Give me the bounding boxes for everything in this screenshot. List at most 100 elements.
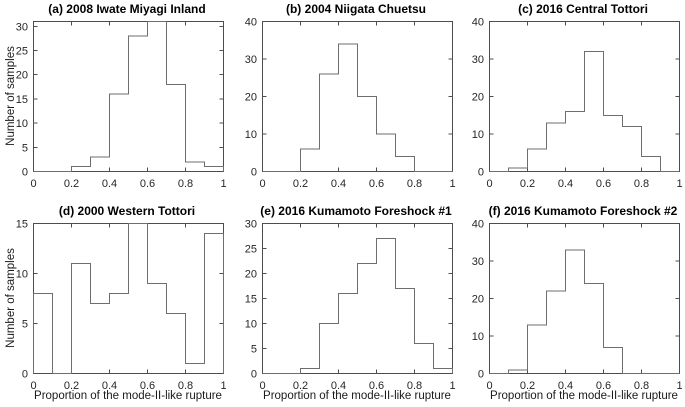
histogram-outline-d (33, 223, 224, 374)
axis-box-a (33, 21, 224, 172)
axis-box-f (489, 223, 680, 374)
y-tick-label: 10 (245, 319, 257, 331)
y-tick-label: 15 (16, 219, 28, 231)
y-tick-label: 30 (472, 256, 484, 268)
y-tick-label: 10 (472, 331, 484, 343)
subplot-b-title: (b) 2004 Niigata Chuetsu (285, 2, 427, 16)
histogram-outline-c (489, 51, 680, 172)
y-tick-label: 10 (16, 118, 28, 130)
x-axis-label-e: Proportion of the mode-II-like rupture (263, 390, 451, 402)
subplot-a: (a) 2008 Iwate Miyagi Inland 0 0.2 0.4 0.6 0… (0, 2, 242, 214)
histogram-outline-e (262, 238, 453, 374)
y-tick-label: 25 (16, 46, 28, 58)
x-tick-label: 0 (259, 178, 265, 190)
y-axis-label-row2: Number of samples (5, 248, 17, 348)
subplot-b: (b) 2004 Niigata Chuetsu 0 0.2 0.4 0.6 0.8 1 0… (229, 2, 471, 214)
x-tick-label: 0.2 (520, 380, 535, 392)
y-tick-label: 5 (251, 344, 257, 356)
y-tick-label: 40 (472, 219, 484, 231)
y-tick-label: 15 (245, 294, 257, 306)
x-tick-label: 0 (486, 178, 492, 190)
y-tick-label: 30 (245, 219, 257, 231)
subplot-f: (f) 2016 Kumamoto Foreshock #2 0 0.2 0.4 0.… (456, 204, 685, 407)
x-tick-label: 0.4 (558, 178, 573, 190)
y-tick-label: 0 (251, 369, 257, 381)
subplot-d-title: (d) 2000 Western Tottori (58, 204, 196, 218)
x-tick-label: 0.6 (596, 380, 611, 392)
subplot-c-title: (c) 2016 Central Tottori (518, 2, 648, 16)
x-tick-label: 0.6 (596, 178, 611, 190)
x-tick-label: 0.8 (634, 178, 649, 190)
subplot-d: (d) 2000 Western Tottori 0 0.2 0.4 0.6 0.8 1 0… (0, 204, 242, 407)
y-tick-label: 0 (22, 167, 28, 179)
x-tick-label: 0.8 (407, 178, 422, 190)
x-tick-label: 0.4 (102, 178, 117, 190)
y-tick-label: 30 (472, 54, 484, 66)
y-tick-label: 10 (472, 129, 484, 141)
y-tick-label: 25 (245, 244, 257, 256)
x-tick-label: 1 (449, 380, 455, 392)
x-tick-label: 0.4 (558, 380, 573, 392)
subplot-a-title: (a) 2008 Iwate Miyagi Inland (48, 2, 206, 16)
x-tick-label: 0 (259, 380, 265, 392)
x-tick-label: 0.6 (140, 380, 155, 392)
y-tick-label: 0 (251, 167, 257, 179)
x-tick-label: 0.2 (520, 178, 535, 190)
x-tick-label: 0.2 (64, 380, 79, 392)
y-tick-label: 0 (22, 369, 28, 381)
y-tick-label: 20 (16, 70, 28, 82)
y-tick-label: 10 (16, 269, 28, 281)
histogram-outline-f (489, 249, 680, 374)
x-tick-label: 0.4 (331, 380, 346, 392)
histogram-outline-b (262, 43, 453, 172)
x-tick-label: 0.2 (64, 178, 79, 190)
subplot-e: (e) 2016 Kumamoto Foreshock #1 0 0.2 0.4 0.… (229, 204, 471, 407)
x-tick-label: 1 (449, 178, 455, 190)
x-tick-label: 0 (30, 178, 36, 190)
y-tick-label: 30 (16, 21, 28, 33)
y-tick-label: 20 (245, 92, 257, 104)
x-tick-label: 0.8 (634, 380, 649, 392)
x-tick-label: 0.2 (293, 380, 308, 392)
x-tick-label: 0.2 (293, 178, 308, 190)
histogram-outline-a (33, 21, 224, 172)
x-tick-label: 0 (486, 380, 492, 392)
y-tick-label: 40 (472, 17, 484, 29)
x-tick-label: 0.8 (178, 380, 193, 392)
y-tick-label: 20 (245, 269, 257, 281)
subplot-e-title: (e) 2016 Kumamoto Foreshock #1 (260, 204, 452, 218)
x-tick-label: 0.4 (331, 178, 346, 190)
x-tick-label: 0.4 (102, 380, 117, 392)
y-tick-label: 10 (245, 129, 257, 141)
x-axis-label-d: Proportion of the mode-II-like rupture (34, 390, 222, 402)
x-tick-label: 1 (676, 178, 682, 190)
x-tick-label: 0.6 (369, 380, 384, 392)
y-tick-label: 0 (478, 167, 484, 179)
y-tick-label: 40 (245, 17, 257, 29)
y-tick-label: 0 (478, 369, 484, 381)
y-tick-label: 15 (16, 94, 28, 106)
x-tick-label: 1 (220, 380, 226, 392)
x-tick-label: 0.6 (140, 178, 155, 190)
subplot-c: (c) 2016 Central Tottori 0 0.2 0.4 0.6 0.8 1 0… (456, 2, 685, 214)
y-tick-label: 5 (22, 319, 28, 331)
subplot-f-title: (f) 2016 Kumamoto Foreshock #2 (488, 204, 678, 218)
y-tick-label: 20 (472, 294, 484, 306)
x-tick-label: 1 (676, 380, 682, 392)
y-axis-label-row1: Number of samples (5, 46, 17, 146)
x-tick-label: 0 (30, 380, 36, 392)
x-tick-label: 0.6 (369, 178, 384, 190)
x-tick-label: 1 (220, 178, 226, 190)
x-axis-label-f: Proportion of the mode-II-like rupture (490, 390, 678, 402)
y-tick-label: 30 (245, 54, 257, 66)
y-tick-label: 20 (472, 92, 484, 104)
axis-box-e (262, 223, 453, 374)
y-tick-label: 5 (22, 142, 28, 154)
